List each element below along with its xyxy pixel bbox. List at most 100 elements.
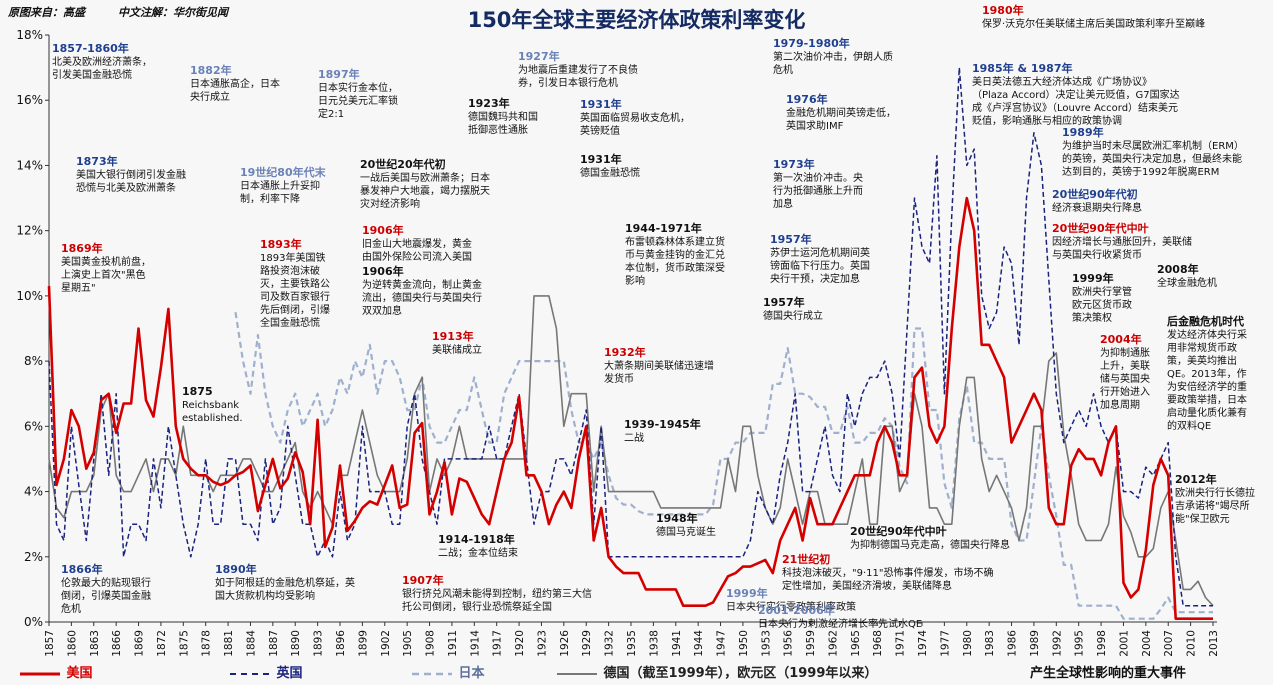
y-tick-label: 16% (16, 93, 43, 107)
annotation-text: 灾对经济影响 (360, 197, 420, 210)
annotation-text: 贬值，影响通胀与相应的政策协调 (972, 114, 1122, 127)
annotation-year: 2004年 (1100, 332, 1142, 346)
x-tick-label: 1893 (313, 630, 325, 657)
x-tick-label: 1962 (827, 630, 839, 657)
annotation-text: 能"保卫欧元 (1175, 512, 1230, 525)
annotation-text: 英国求助IMF (786, 119, 844, 132)
legend-label-events: 产生全球性影响的重大事件 (1030, 666, 1187, 681)
series-lines (47, 66, 1214, 620)
legend-item-uk: 英国 (228, 662, 303, 681)
x-tick-label: 1863 (89, 630, 101, 657)
annotation-text: 北美及欧洲经济萧条， (52, 55, 152, 68)
legend-label-jp: 日本 (458, 666, 485, 681)
annotation-text: （Plaza Accord）决定让美元贬值，G7国家达 (972, 88, 1180, 101)
annotation-text: 为安倍经济学的重 (1167, 380, 1247, 393)
annotation-year: 1857-1860年 (52, 41, 129, 55)
x-tick-label: 1977 (939, 630, 951, 657)
annotation-text: 要政策举措，日本 (1167, 393, 1247, 406)
y-tick-label: 2% (24, 550, 43, 564)
legend-label-de: 德国（截至1999年），欧元区（1999年以来） (603, 666, 878, 681)
annotation: 1875 Reichsbank established. (182, 385, 243, 424)
annotation-text: 路投资泡沫破 (260, 264, 320, 277)
x-tick-label: 1869 (134, 630, 146, 657)
y-tick-label: 12% (16, 224, 43, 238)
legend-item-jp: 日本 (410, 662, 485, 681)
series-line-de (48, 295, 1214, 607)
annotation-text: 如于阿根廷的金融危机祭延，英 (215, 576, 355, 589)
annotation-text: 达到目的，英镑于1992年脱离ERM (1062, 165, 1219, 178)
x-tick-label: 1908 (425, 630, 437, 657)
annotation-text: 全国金融恐慌 (260, 316, 320, 329)
annotation-text: 券，引发日本银行危机 (518, 76, 618, 89)
annotation-text: 大萧条期间美联储迅速增 (604, 359, 714, 372)
y-tick-label: 14% (16, 158, 43, 172)
source-credit: 原图来自：高盛 中文注解：华尔街见闻 (8, 6, 228, 19)
annotation-year: 1906年 (362, 264, 404, 278)
annotation-text: 美联储成立 (432, 343, 482, 356)
annotation-text: 为抑制德国马克走高，德国央行降息 (850, 538, 1010, 551)
annotation-text: 加息 (773, 197, 793, 210)
annotation-text: 金融危机期间英镑走低， (786, 106, 896, 119)
x-tick-label: 1998 (1096, 630, 1108, 657)
annotation-year: 1985年 & 1987年 (972, 61, 1072, 75)
annotation-year: 1914-1918年 (438, 532, 515, 546)
annotation-text: 央行成立 (190, 90, 230, 103)
annotation-text: 上升，美联 (1100, 359, 1150, 372)
annotation-text: 美国黄金投机前盘， (61, 255, 151, 268)
x-tick-label: 1914 (469, 630, 481, 657)
annotation-year: 20世纪20年代初 (360, 157, 446, 171)
annotation-text: 危机 (773, 63, 793, 76)
annotation-text: 欧洲央行行长德拉 (1175, 486, 1255, 499)
annotation-year: 1944-1971年 (625, 221, 702, 235)
annotation-text: 欧元区货币政 (1072, 298, 1132, 311)
x-tick-label: 1974 (917, 630, 929, 657)
y-tick-label: 18% (16, 28, 43, 42)
annotation-text: 日本央行实行零政策利率政策 (726, 600, 856, 613)
annotation-year: 1927年 (518, 49, 560, 63)
annotation-text: 第一次油价冲击。央 (773, 171, 863, 184)
annotation: 后金融危机时代发达经济体央行采用非常规货币政策，美英均推出QE。2013年，作为… (1167, 314, 1247, 432)
x-tick-label: 1953 (760, 630, 772, 657)
annotation-text: 制，利率下降 (240, 192, 300, 205)
x-tick-label: 1866 (111, 630, 123, 657)
annotation-text: 经济衰退期央行降息 (1052, 201, 1142, 214)
annotation-year: 2012年 (1175, 472, 1217, 486)
annotation-text: 德国金融恐慌 (580, 166, 640, 179)
annotation-text: 为抑制通胀 (1100, 346, 1150, 359)
x-tick-label: 1971 (895, 630, 907, 657)
annotation-text: 二战；金本位结束 (438, 546, 518, 559)
x-tick-label: 1926 (559, 630, 571, 657)
annotation-text: 因经济增长与通胀回升，美联储 (1052, 235, 1192, 248)
annotation-text: 国大货款机构均受影响 (215, 589, 315, 602)
annotation-text: 托公司倒闭，银行业恐慌祭延全国 (402, 600, 552, 613)
annotation-text: 吉承诺将"竭尽所 (1175, 500, 1250, 512)
annotation-text: 成《卢浮宫协议》（Louvre Accord）结束美元 (972, 101, 1178, 114)
annotation-text: 布雷顿森林体系建立货 (625, 235, 725, 248)
x-tick-label: 1989 (1029, 630, 1041, 657)
x-tick-label: 1905 (402, 630, 414, 657)
annotation-year: 1897年 (318, 67, 360, 81)
annotation-text: 暴发神户大地震，竭力摆脱天 (360, 184, 490, 197)
annotation-text: 旧金山大地震爆发，黄金 (362, 237, 472, 250)
annotation-year: 1931年 (580, 97, 622, 111)
annotation: 21世纪初科技泡沫破灭，"9·11"恐怖事件爆发，市场不确定性增加，美国经济滑坡… (782, 552, 993, 592)
annotation-text: 科技泡沫破灭，"9·11"恐怖事件爆发，市场不确 (782, 566, 993, 579)
chart-title: 150年全球主要经济体政策利率变化 (467, 8, 806, 32)
annotation-text: 抵御恶性通胀 (468, 123, 528, 136)
y-tick-label: 10% (16, 289, 43, 303)
annotation-text: 1893年美国铁 (260, 251, 325, 264)
annotation-year: 1999年 (1072, 271, 1114, 285)
annotation-year: 1989年 (1062, 125, 1104, 139)
x-tick-label: 1917 (492, 630, 504, 657)
annotation-text: 美日英法德五大经济体达成《广场协议》 (972, 75, 1152, 88)
x-tick-label: 1875 (178, 630, 190, 657)
